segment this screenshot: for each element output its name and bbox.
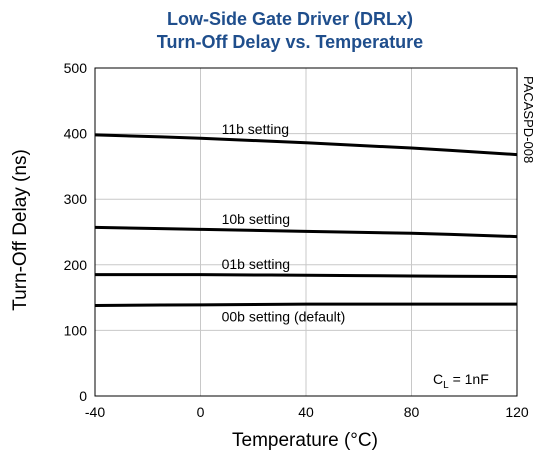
series-line-0: [94, 133, 518, 157]
y-tick-label: 500: [64, 60, 88, 76]
series-line-2: [94, 273, 518, 279]
note-rest: = 1nF: [449, 371, 489, 387]
chart-title: Low-Side Gate Driver (DRLx): [167, 9, 413, 29]
note-main: C: [433, 371, 443, 387]
series-label-1: 10b setting: [222, 211, 291, 227]
note-subscript: L: [443, 380, 449, 391]
series-label-2: 01b setting: [222, 256, 291, 272]
x-tick-label: 0: [197, 404, 205, 420]
y-tick-label: 100: [64, 322, 88, 338]
y-tick-label: 0: [79, 388, 87, 404]
y-tick-label: 200: [64, 257, 88, 273]
series-line-1: [94, 225, 518, 239]
load-capacitance-note: CL = 1nF: [433, 371, 489, 391]
series-lines: [94, 133, 518, 307]
y-axis-label: Turn-Off Delay (ns): [10, 149, 31, 311]
x-tick-label: 120: [505, 404, 529, 420]
series-label-3: 00b setting (default): [222, 309, 346, 325]
x-axis-label: Temperature (°C): [232, 430, 378, 451]
chart-subtitle: Turn-Off Delay vs. Temperature: [157, 32, 423, 52]
y-tick-label: 400: [64, 126, 88, 142]
series-line-3: [94, 302, 517, 307]
figure-code: PACASPD-008: [521, 76, 536, 163]
y-tick-label: 300: [64, 191, 88, 207]
plot-frame: [94, 67, 518, 397]
x-tick-label: 80: [404, 404, 420, 420]
x-tick-label: -40: [85, 404, 105, 420]
x-tick-label: 40: [298, 404, 314, 420]
series-label-0: 11b setting: [222, 121, 289, 137]
series-labels: 11b setting 10b setting 01b setting 00b set…: [222, 121, 346, 325]
